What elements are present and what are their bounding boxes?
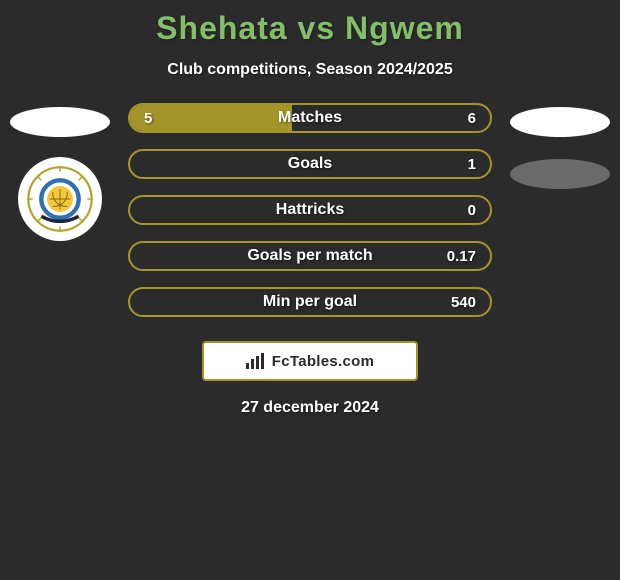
stat-bar-left-fill — [130, 105, 292, 131]
stat-bar-label: Matches — [278, 109, 342, 127]
right-player-col — [500, 103, 620, 317]
date-text: 27 december 2024 — [0, 399, 620, 417]
left-player-name-pill — [10, 107, 110, 137]
stat-bar: Goals 1 — [128, 149, 492, 179]
brand-text: FcTables.com — [272, 353, 375, 370]
page-title: Shehata vs Ngwem — [0, 0, 620, 47]
stat-bar: Goals per match 0.17 — [128, 241, 492, 271]
right-club-pill — [510, 159, 610, 189]
stat-bar-value-right: 1 — [468, 156, 476, 173]
stat-bar-value-left: 5 — [144, 110, 152, 127]
stat-bar-label: Hattricks — [276, 201, 344, 219]
left-player-col — [0, 103, 120, 317]
club-crest-icon — [24, 163, 96, 235]
content-row: Matches 5 6 Goals 1 Hattricks 0 Goals per match… — [0, 103, 620, 317]
comparison-infographic: Shehata vs Ngwem Club competitions, Seas… — [0, 0, 620, 580]
brand-card[interactable]: FcTables.com — [202, 341, 418, 381]
stat-bar-value-right: 0 — [468, 202, 476, 219]
left-club-crest — [18, 157, 102, 241]
subtitle: Club competitions, Season 2024/2025 — [0, 61, 620, 79]
chart-bars-icon — [246, 353, 266, 369]
stat-bar-value-right: 540 — [451, 294, 476, 311]
stat-bar-label: Min per goal — [263, 293, 357, 311]
stat-bar-value-right: 6 — [468, 110, 476, 127]
stat-bar: Min per goal 540 — [128, 287, 492, 317]
stat-bar: Matches 5 6 — [128, 103, 492, 133]
stat-bar-label: Goals per match — [247, 247, 372, 265]
stat-bars: Matches 5 6 Goals 1 Hattricks 0 Goals per match… — [120, 103, 500, 317]
stat-bar: Hattricks 0 — [128, 195, 492, 225]
right-player-name-pill — [510, 107, 610, 137]
stat-bar-value-right: 0.17 — [447, 248, 476, 265]
stat-bar-label: Goals — [288, 155, 332, 173]
